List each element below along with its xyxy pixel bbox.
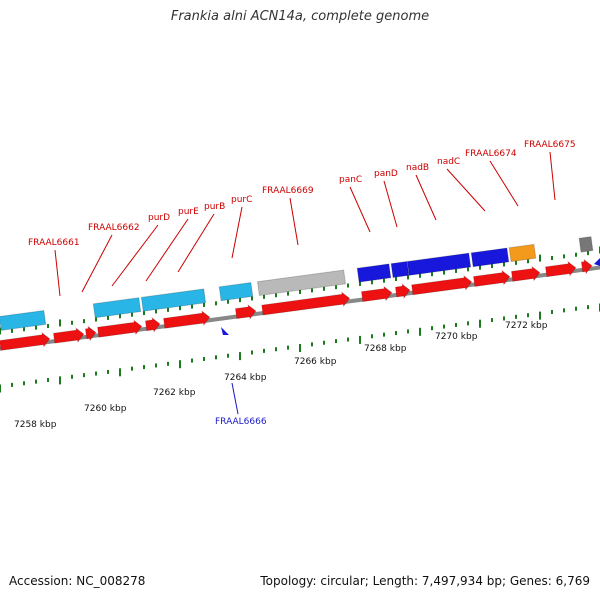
label-leader-line <box>231 382 239 415</box>
cds-feature <box>96 319 143 338</box>
axis-label: 7258 kbp <box>14 420 57 430</box>
orf-feature <box>256 269 347 297</box>
gene-label: FRAAL6661 <box>28 238 80 248</box>
cds-feature <box>162 310 211 329</box>
gene-label: panC <box>339 175 362 185</box>
label-leader-line <box>145 218 189 282</box>
gene-label: FRAAL6669 <box>262 186 314 196</box>
cds-feature <box>580 258 593 275</box>
axis-labels: 7258 kbp 7260 kbp 7262 kbp 7264 kbp 7266 kbp… <box>14 321 548 430</box>
label-leader-line <box>489 160 519 207</box>
axis-label: 7272 kbp <box>505 321 548 331</box>
cds-feature <box>360 285 393 303</box>
cds-feature <box>411 274 473 296</box>
label-leader-line <box>349 186 371 233</box>
orf-feature <box>0 309 47 331</box>
orf-feature <box>406 252 472 276</box>
gene-label: purE <box>178 207 199 217</box>
label-leader-line <box>415 174 437 221</box>
gene-label: nadC <box>437 157 460 167</box>
axis-label: 7270 kbp <box>435 332 478 342</box>
axis-label: 7260 kbp <box>84 404 127 414</box>
orf-feature <box>578 236 594 253</box>
label-leader-line <box>111 224 159 287</box>
reverse-feature-marker <box>221 327 229 335</box>
genome-summary-text: Topology: circular; Length: 7,497,934 bp… <box>260 574 590 588</box>
axis-label: 7266 kbp <box>294 357 337 367</box>
orf-feature <box>508 243 537 263</box>
orf-feature <box>470 247 510 268</box>
cds-feature <box>261 291 351 316</box>
gene-label: FRAAL6662 <box>88 223 140 233</box>
label-leader-line <box>54 249 61 297</box>
axis-label: 7262 kbp <box>153 388 196 398</box>
label-leader-line <box>231 206 243 259</box>
gene-features <box>0 236 600 351</box>
gene-labels: FRAAL6661 FRAAL6662 purD purE purB purC FRAAL6… <box>28 140 576 427</box>
cds-feature <box>52 327 85 344</box>
gene-label: purD <box>148 213 170 223</box>
cds-feature <box>544 260 577 278</box>
orf-feature <box>140 288 207 312</box>
axis-label: 7268 kbp <box>364 344 407 354</box>
cds-feature <box>0 331 51 351</box>
cds-feature <box>472 269 511 288</box>
label-leader-line <box>289 197 299 246</box>
cds-feature <box>144 316 161 334</box>
orf-feature <box>218 281 254 302</box>
gene-label: panD <box>374 169 398 179</box>
cds-feature <box>510 265 541 282</box>
label-leader-line <box>177 213 215 273</box>
gene-label: purB <box>204 202 225 212</box>
cds-feature <box>234 303 257 321</box>
label-leader-line <box>81 234 113 293</box>
accession-text: Accession: NC_008278 <box>9 574 146 588</box>
tick-marks <box>0 246 600 393</box>
axis-label: 7264 kbp <box>224 373 267 383</box>
gene-label: FRAAL6674 <box>465 149 517 159</box>
label-leader-line <box>446 168 486 212</box>
reverse-feature-marker <box>594 258 600 266</box>
gene-label: FRAAL6675 <box>524 140 576 150</box>
gene-label: purC <box>231 195 252 205</box>
label-leader-line <box>383 180 398 228</box>
label-leader-line <box>549 151 556 201</box>
gene-label: nadB <box>406 163 429 173</box>
orf-feature <box>92 297 142 319</box>
cds-feature <box>394 283 411 300</box>
map-title: Frankia alni ACN14a, complete genome <box>170 9 430 24</box>
cds-feature <box>84 325 97 342</box>
orf-feature <box>356 263 392 283</box>
orf-feature <box>390 260 410 279</box>
gene-label: FRAAL6666 <box>215 417 267 427</box>
